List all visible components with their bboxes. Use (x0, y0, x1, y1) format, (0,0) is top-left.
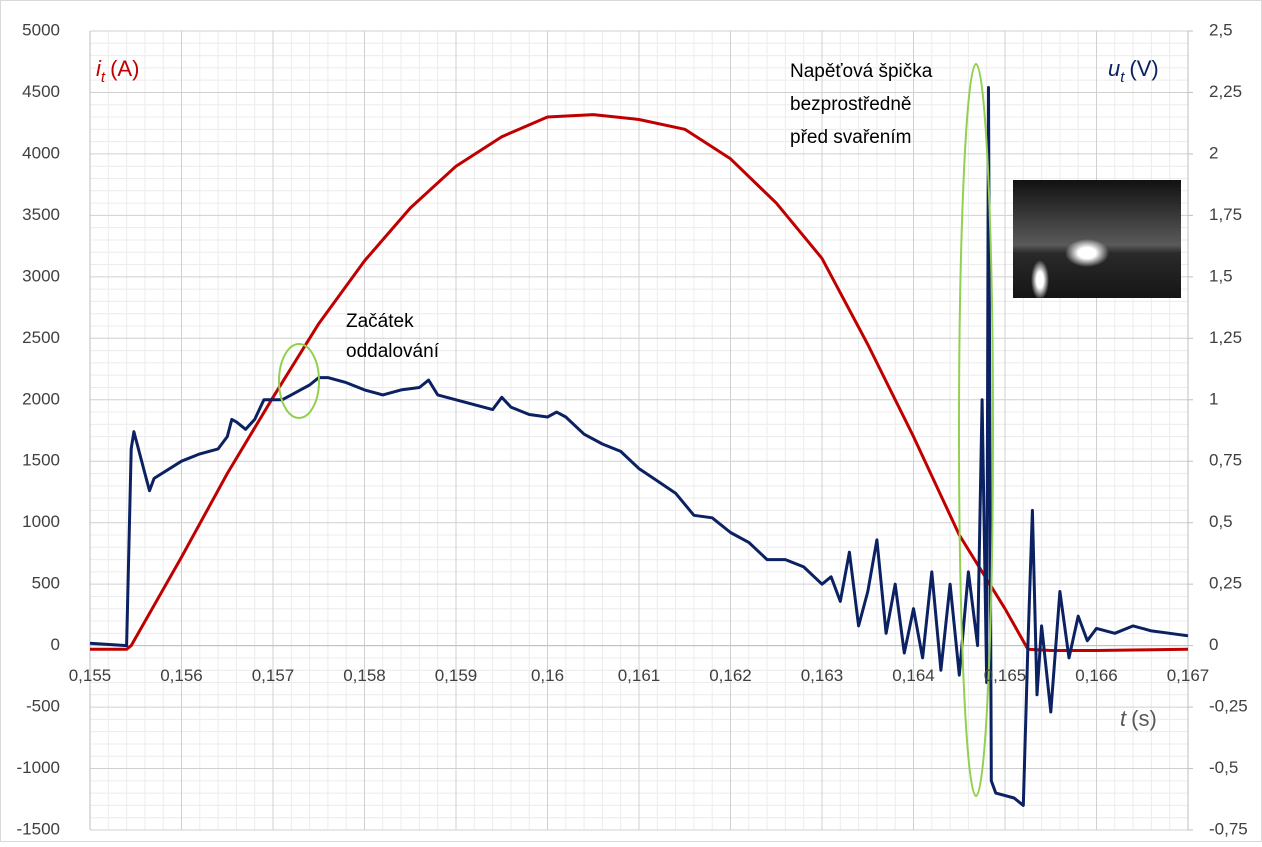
inset-photo (1013, 180, 1181, 300)
annotation: bezprostředně (790, 94, 911, 115)
y2-tick-label: 1 (1209, 389, 1218, 408)
y-tick-label: 4000 (22, 143, 60, 162)
y2-tick-label: 1,75 (1209, 205, 1242, 224)
y2-tick-label: -0,25 (1209, 697, 1248, 716)
annotation: před svařením (790, 127, 911, 148)
y2-axis-label: ut (V) (1108, 56, 1159, 86)
x-tick-label: 0,158 (343, 666, 386, 685)
y2-tick-label: -0,75 (1209, 819, 1248, 838)
y2-tick-label: 2 (1209, 143, 1218, 162)
x-tick-label: 0,156 (160, 666, 203, 685)
x-axis-label: t (s) (1120, 706, 1157, 731)
annotation: Začátek (346, 311, 414, 332)
y-tick-label: 0 (51, 635, 60, 654)
x-tick-label: 0,166 (1075, 666, 1118, 685)
annotation: Napěťová špička (790, 61, 933, 82)
y-tick-label: 3500 (22, 205, 60, 224)
x-tick-label: 0,16 (531, 666, 564, 685)
y-tick-label: 3000 (22, 266, 60, 285)
x-tick-label: 0,162 (709, 666, 752, 685)
x-tick-label: 0,167 (1167, 666, 1210, 685)
data-line (90, 113, 1189, 652)
y-tick-label: 5000 (22, 20, 60, 39)
x-tick-label: 0,157 (252, 666, 295, 685)
y2-tick-label: 2,5 (1209, 20, 1233, 39)
y-axis-label: it (A) (96, 56, 139, 86)
y2-tick-label: 0,75 (1209, 451, 1242, 470)
x-tick-label: 0,155 (69, 666, 112, 685)
y-tick-label: -1000 (17, 758, 60, 777)
y-tick-label: 4500 (22, 82, 60, 101)
y2-tick-label: 1,25 (1209, 328, 1242, 347)
y2-tick-label: 0,25 (1209, 574, 1242, 593)
x-tick-label: 0,164 (892, 666, 935, 685)
y-tick-label: -500 (26, 697, 60, 716)
x-tick-label: 0,165 (984, 666, 1027, 685)
y2-tick-label: 1,5 (1209, 266, 1233, 285)
x-tick-label: 0,161 (618, 666, 661, 685)
y2-tick-label: 2,25 (1209, 82, 1242, 101)
x-tick-label: 0,163 (801, 666, 844, 685)
y-tick-label: 1000 (22, 512, 60, 531)
y-tick-label: 2000 (22, 389, 60, 408)
highlight-ellipse (958, 63, 994, 797)
y-tick-label: 1500 (22, 451, 60, 470)
y2-tick-label: 0 (1209, 635, 1218, 654)
grid (89, 30, 1193, 831)
y-tick-label: 500 (32, 574, 60, 593)
annotation: oddalování (346, 341, 440, 362)
data-line (89, 86, 1189, 807)
plot-lines (89, 86, 1189, 807)
y-tick-label: -1500 (17, 819, 60, 838)
y2-tick-label: -0,5 (1209, 758, 1238, 777)
highlight-ellipse (278, 343, 320, 419)
x-tick-label: 0,159 (435, 666, 478, 685)
y-tick-label: 2500 (22, 328, 60, 347)
y2-tick-label: 0,5 (1209, 512, 1233, 531)
